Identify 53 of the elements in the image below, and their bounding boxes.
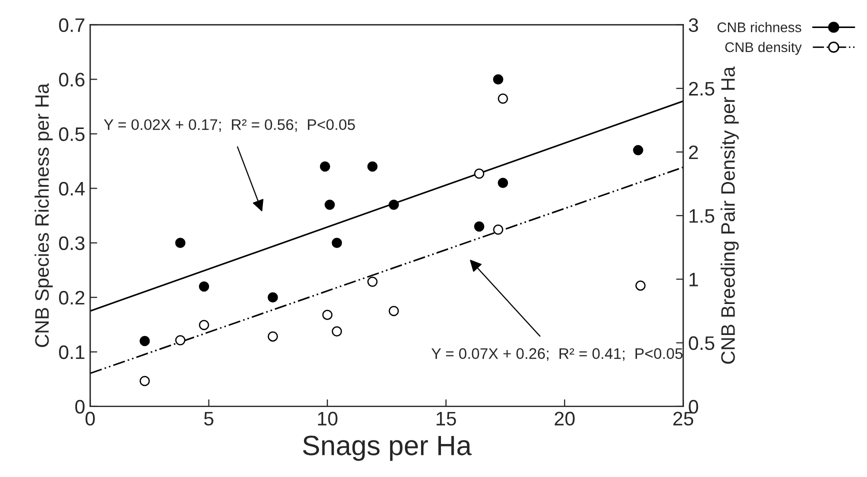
point: [367, 276, 378, 287]
x-tick-label: 25: [673, 412, 694, 426]
point: [332, 238, 342, 248]
y-tick-label: 0.2: [59, 290, 84, 305]
point: [175, 335, 186, 346]
legend-label: CNB richness: [718, 22, 802, 32]
x-tick-label: 20: [554, 412, 575, 426]
point: [493, 74, 504, 84]
y-tick-label: 0.4: [59, 182, 85, 196]
point: [320, 161, 330, 172]
point: [140, 376, 150, 386]
point: [367, 161, 378, 172]
point: [175, 238, 186, 248]
annotation: Y = 0.07X + 0.26; R² = 0.41; P<0.05: [431, 348, 683, 361]
y-axis-title: CNB Species Richness per Ha: [34, 83, 53, 347]
legend-label: CNB density: [725, 42, 802, 55]
y-tick-label: 0.3: [59, 236, 84, 250]
y2-tick-label: 0.5: [688, 336, 714, 350]
y-tick-label: 0.1: [59, 345, 84, 360]
point: [635, 280, 646, 291]
point: [268, 292, 278, 302]
y2-tick-label: 0: [688, 400, 698, 414]
point: [198, 281, 210, 292]
point: [493, 224, 504, 235]
point: [198, 320, 210, 330]
y2-tick-label: 2.5: [689, 82, 714, 96]
y2-tick-label: 1.5: [690, 209, 714, 223]
y2-tick-label: 3: [688, 18, 698, 32]
x-tick-label: 15: [436, 412, 456, 426]
x-axis-title: Snags per Ha: [303, 436, 472, 461]
y-tick-label: 0.5: [59, 127, 84, 142]
point: [140, 336, 150, 346]
point: [498, 93, 508, 104]
point: [332, 326, 342, 336]
point: [268, 331, 278, 342]
point: [633, 145, 644, 156]
point: [474, 168, 484, 179]
annotation: Y = 0.02X + 0.17; R² = 0.56; P<0.05: [104, 119, 355, 132]
point: [474, 221, 484, 232]
point: [322, 310, 333, 320]
y2-tick-label: 2: [689, 145, 698, 160]
point: [388, 200, 399, 210]
y2-tick-label: 1: [690, 272, 698, 286]
y-tick-label: 0: [75, 400, 85, 414]
y2-axis-title: CNB Breeding Pair Density per Ha: [720, 66, 739, 364]
x-tick-label: 5: [204, 412, 214, 426]
x-tick-label: 10: [318, 412, 338, 426]
point: [388, 306, 399, 316]
x-tick-label: 0: [86, 412, 95, 426]
y-tick-label: 0.7: [59, 18, 84, 32]
point: [324, 200, 335, 210]
point: [498, 178, 508, 188]
y-tick-label: 0.6: [59, 72, 84, 87]
